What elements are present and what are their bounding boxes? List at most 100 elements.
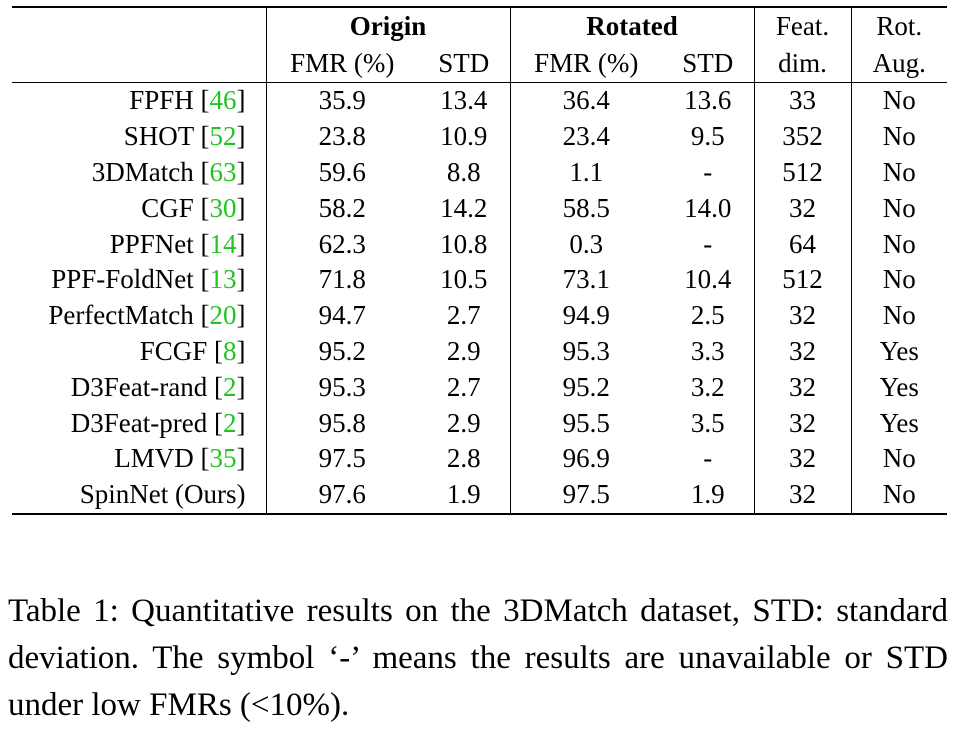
- rot-aug-cell: No: [882, 443, 916, 474]
- feat-dim-cell: 32: [754, 333, 852, 370]
- origin-fmr-cell: 35.9: [318, 85, 366, 116]
- rotated-std-cell: 9.5: [662, 118, 755, 155]
- rot-aug-cell: No: [882, 264, 916, 295]
- method-name: PPFNet: [109, 228, 194, 259]
- rotated-fmr-cell: 96.9: [562, 443, 610, 474]
- feat-dim-cell: 512: [754, 154, 852, 191]
- method-cell: D3Feat-pred [2]: [12, 405, 267, 441]
- origin-std-header: STD: [418, 45, 511, 83]
- table-row: FCGF [8] 95.2 2.9 95.3 3.3 32 Yes: [12, 333, 947, 370]
- origin-fmr-cell: 23.8: [318, 121, 366, 152]
- origin-fmr-cell: 97.6: [266, 476, 418, 515]
- table-row: PPF-FoldNet [13] 71.8 10.5 73.1 10.4 512 No: [12, 261, 947, 298]
- rotated-std-cell: 1.9: [662, 476, 755, 515]
- rotated-std-cell: 13.6: [662, 82, 755, 119]
- origin-std-cell: 2.9: [418, 405, 511, 441]
- citation-link[interactable]: 2: [223, 407, 237, 438]
- citation-link[interactable]: 30: [209, 192, 237, 223]
- table-row: LMVD [35] 97.5 2.8 96.9 -32 No: [12, 440, 947, 477]
- origin-std-cell: 2.7: [418, 297, 511, 334]
- ours-row: SpinNet (Ours) 97.6 1.9 97.5 1.9 32 No: [12, 476, 948, 515]
- rot-aug-cell: Yes: [879, 407, 919, 438]
- rotated-fmr-header: FMR (%): [510, 45, 663, 83]
- origin-std-cell: 14.2: [418, 190, 511, 227]
- citation-link[interactable]: 8: [223, 335, 237, 366]
- rotated-fmr-cell: 23.4: [562, 121, 610, 152]
- feat-dim-cell: 64: [754, 226, 852, 262]
- table-row: CGF [30] 58.2 14.2 58.5 14.0 32 No: [12, 190, 947, 227]
- method-cell: LMVD [35]: [12, 440, 267, 477]
- origin-fmr-cell: 97.5: [318, 443, 366, 474]
- table-row: PerfectMatch [20] 94.7 2.7 94.9 2.5 32 No: [12, 297, 947, 334]
- origin-group-header: Origin: [266, 6, 511, 45]
- rotated-fmr-cell: 36.4: [562, 85, 610, 116]
- feat-dim-cell: 32: [754, 405, 852, 441]
- citation-link[interactable]: 63: [209, 156, 237, 187]
- rotated-fmr-cell: 95.2: [562, 371, 610, 402]
- table-caption: Table 1: Quantitative results on the 3DM…: [8, 593, 948, 723]
- origin-std-cell: 10.5: [418, 261, 511, 298]
- table-header: Origin Rotated Feat. Rot. FMR (%) STD FM…: [12, 6, 948, 83]
- rot-aug-cell: No: [882, 85, 916, 116]
- rotated-std-cell: -: [662, 440, 755, 477]
- rot-aug-cell: No: [882, 192, 916, 223]
- feat-dim-cell: 352: [754, 118, 852, 155]
- feat-dim-cell: 32: [754, 440, 852, 477]
- table-body: FPFH [46] 35.9 13.4 36.4 13.6 33 No SHOT [52] 23…: [12, 82, 948, 515]
- feat-dim-header-bottom: dim.: [754, 45, 852, 83]
- citation-link[interactable]: 20: [209, 300, 237, 331]
- origin-std-cell: 10.8: [418, 226, 511, 262]
- rotated-std-header: STD: [662, 45, 755, 83]
- method-name: FCGF: [139, 335, 208, 366]
- rotated-std-cell: -: [662, 226, 755, 262]
- method-header-cell: [12, 6, 267, 45]
- method-name: CGF: [141, 192, 194, 223]
- origin-fmr-cell: 94.7: [318, 300, 366, 331]
- method-name: PerfectMatch: [48, 300, 194, 331]
- citation-link[interactable]: 52: [209, 121, 237, 152]
- method-cell: PPFNet [14]: [12, 226, 267, 262]
- citation-link[interactable]: 46: [209, 85, 237, 116]
- rot-aug-cell: No: [882, 300, 916, 331]
- method-cell: FCGF [8]: [12, 333, 267, 370]
- table-row: D3Feat-rand [2] 95.3 2.7 95.2 3.2 32 Yes: [12, 369, 947, 406]
- rotated-fmr-cell: 58.5: [562, 192, 610, 223]
- rotated-fmr-cell: 95.5: [562, 407, 610, 438]
- method-cell: PPF-FoldNet [13]: [12, 261, 267, 298]
- feat-dim-header-top: Feat.: [754, 6, 852, 45]
- method-cell: CGF [30]: [12, 190, 267, 227]
- method-cell: SHOT [52]: [12, 118, 267, 155]
- table-row: D3Feat-pred [2] 95.8 2.9 95.5 3.5 32 Yes: [12, 405, 947, 441]
- origin-fmr-header: FMR (%): [266, 45, 418, 83]
- method-name: SpinNet (Ours): [79, 479, 246, 510]
- rotated-std-cell: 3.5: [662, 405, 755, 441]
- citation-link[interactable]: 14: [209, 228, 237, 259]
- origin-std-cell: 2.8: [418, 440, 511, 477]
- origin-fmr-cell: 59.6: [318, 156, 366, 187]
- citation-link[interactable]: 35: [209, 443, 237, 474]
- origin-fmr-cell: 71.8: [318, 264, 366, 295]
- rotated-std-cell: -: [662, 154, 755, 191]
- origin-fmr-cell: 62.3: [318, 228, 366, 259]
- origin-std-cell: 13.4: [418, 82, 511, 119]
- citation-link[interactable]: 2: [223, 371, 237, 402]
- rotated-std-cell: 14.0: [662, 190, 755, 227]
- origin-std-cell: 1.9: [418, 476, 511, 515]
- rot-aug-header-bottom: Aug.: [851, 45, 948, 83]
- rotated-std-cell: 10.4: [662, 261, 755, 298]
- method-name: FPFH: [129, 85, 194, 116]
- table-row: PPFNet [14] 62.3 10.8 0.3 -64 No: [12, 226, 947, 262]
- feat-dim-cell: 32: [754, 476, 852, 515]
- table-row: SHOT [52] 23.8 10.9 23.4 9.5 352 No: [12, 118, 947, 155]
- rotated-fmr-cell: 97.5: [510, 476, 663, 515]
- rotated-group-header: Rotated: [510, 6, 755, 45]
- results-table: Origin Rotated Feat. Rot. FMR (%) STD FM…: [12, 6, 948, 515]
- method-cell: 3DMatch [63]: [12, 154, 267, 191]
- method-name: 3DMatch: [91, 156, 194, 187]
- method-subheader-cell: [12, 45, 267, 83]
- rot-aug-cell: Yes: [879, 335, 919, 366]
- citation-link[interactable]: 13: [209, 264, 237, 295]
- rotated-fmr-cell: 0.3: [569, 228, 604, 259]
- rotated-std-cell: 3.3: [662, 333, 755, 370]
- origin-fmr-cell: 95.2: [318, 335, 366, 366]
